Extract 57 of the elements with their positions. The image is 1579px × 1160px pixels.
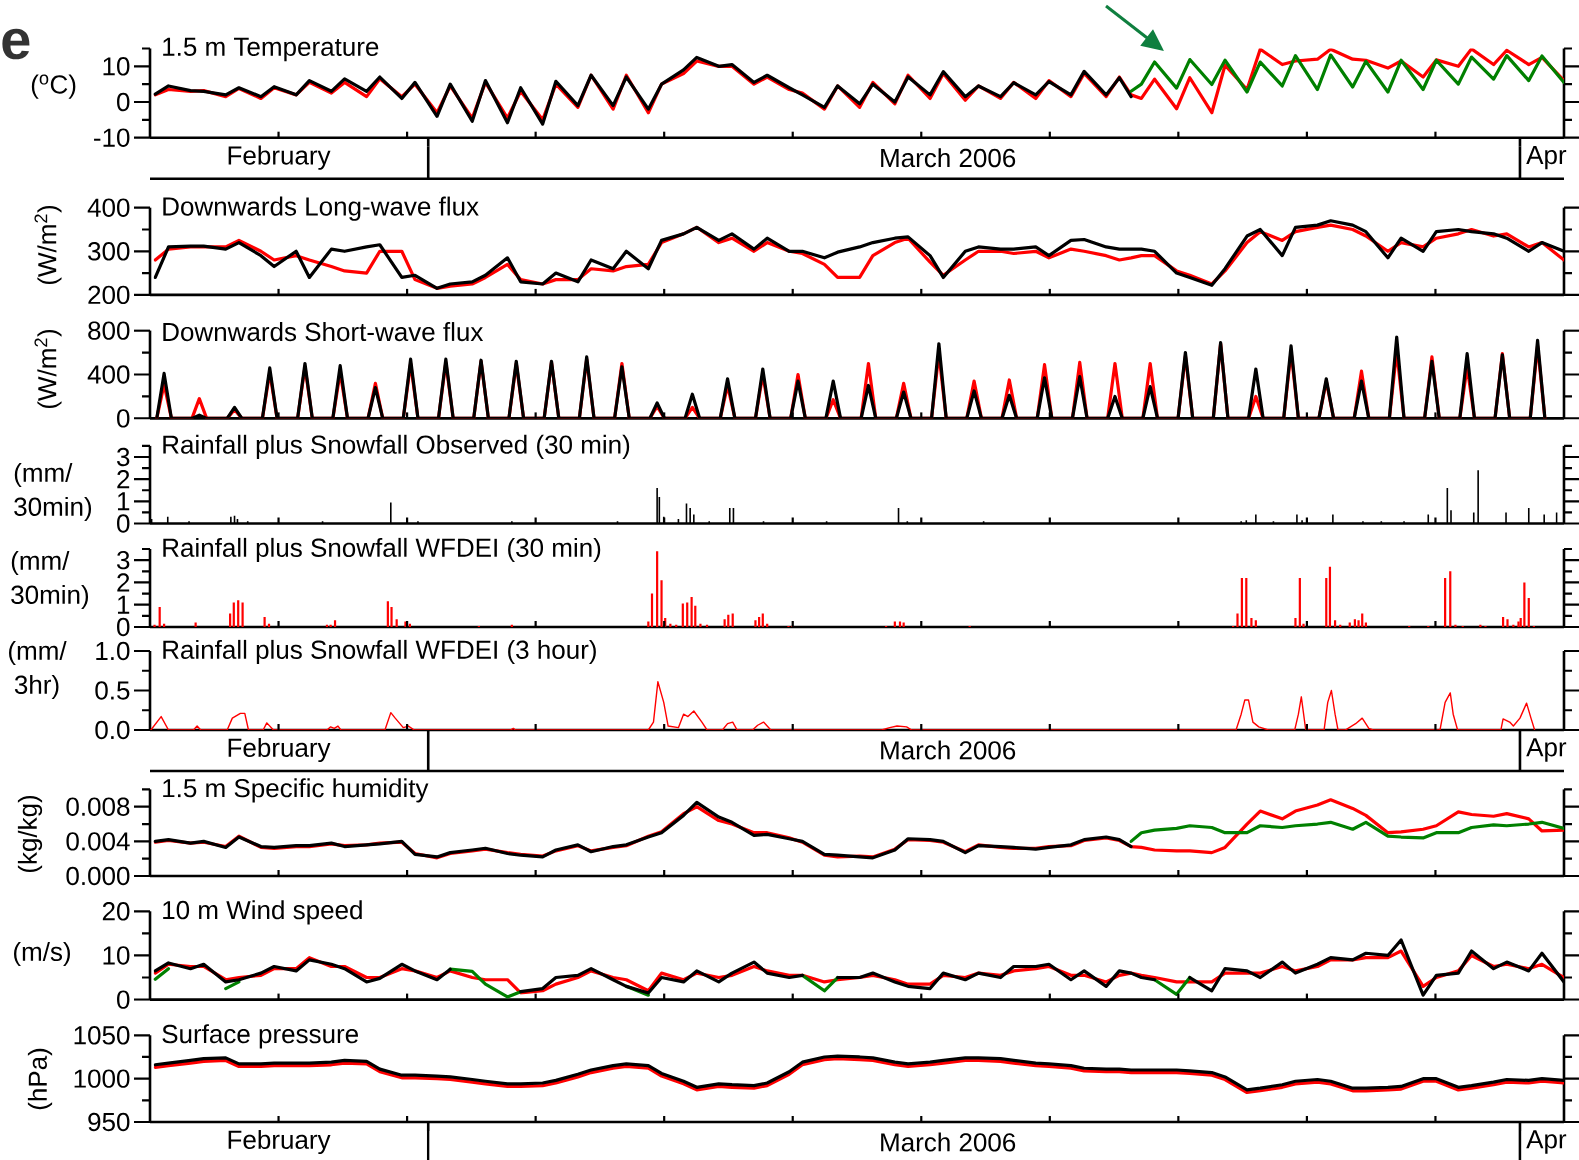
- y-tick-label: 0: [117, 617, 130, 637]
- x-tick-label: March 2006: [881, 148, 1016, 168]
- chart-title: 10 m Wind speed: [163, 900, 362, 925]
- x-tick-label: Apr: [1526, 146, 1567, 170]
- y-tick-label: 1: [117, 595, 130, 614]
- x-tick-label: Apr: [1526, 1130, 1567, 1154]
- y-tick-label: 0: [117, 92, 130, 112]
- y-tick-label: 1: [117, 492, 130, 511]
- x-tick-label: March 2006: [881, 740, 1016, 760]
- y-tick-label: 300: [88, 242, 130, 261]
- y-tick-label: 2: [117, 470, 130, 489]
- y-tick-label: 0: [117, 409, 130, 428]
- chart-title: Surface pressure: [162, 1024, 358, 1049]
- x-tick-label: February: [228, 145, 331, 170]
- y-tick-label: 1.0: [96, 641, 130, 661]
- y-tick-label: 10: [103, 57, 130, 76]
- y-tick-label: 950: [88, 1112, 130, 1132]
- y-tick-label: 0: [117, 514, 130, 533]
- y-axis-title: (m/s): [14, 941, 70, 967]
- y-tick-label: 400: [87, 198, 130, 217]
- chart-title: 1.5 m Specific humidity: [163, 778, 429, 803]
- chart-title: Downwards Short-wave flux: [163, 322, 484, 342]
- y-tick-label: 3: [117, 447, 130, 467]
- y-axis-title: (mm/ 3hr): [9, 640, 67, 700]
- y-tick-label: 800: [88, 321, 130, 340]
- chart-title: Rainfall plus Snowfall WFDEI (3 hour): [163, 639, 596, 665]
- x-tick-label: Apr: [1526, 738, 1567, 762]
- y-tick-label: 400: [87, 365, 130, 384]
- y-axis-title: (mm/ 30min): [11, 550, 89, 610]
- y-tick-label: 1050: [74, 1026, 130, 1045]
- y-tick-label: 0.0: [95, 720, 130, 740]
- y-tick-label: 1000: [74, 1069, 130, 1088]
- y-axis-title: ($^{o}$C): [31, 74, 76, 99]
- y-axis-title: (kg/kg): [17, 795, 43, 873]
- y-tick-label: 0: [117, 990, 130, 1009]
- x-tick-label: February: [228, 1129, 331, 1155]
- y-tick-label: 3: [117, 550, 130, 570]
- y-axis-title: (mm/ 30min): [14, 462, 92, 522]
- y-axis-title: (W/m$^{2}$): [34, 205, 62, 285]
- y-tick-label: 200: [88, 285, 130, 305]
- y-tick-label: -10: [94, 128, 130, 147]
- y-tick-label: 0.008: [66, 797, 130, 816]
- x-tick-label: February: [228, 737, 331, 763]
- y-tick-label: 0.5: [95, 681, 130, 700]
- y-axis-title: (hPa): [27, 1048, 53, 1110]
- text: e: [2, 28, 30, 60]
- y-tick-label: 0.000: [66, 866, 130, 886]
- chart-title: Rainfall plus Snowfall WFDEI (30 min): [163, 537, 601, 563]
- chart-title: 1.5 m Temperature: [163, 37, 379, 62]
- chart-title: Downwards Long-wave flux: [163, 196, 479, 221]
- y-axis-title: (W/m$^{2}$): [34, 329, 62, 409]
- x-tick-label: March 2006: [881, 1132, 1016, 1152]
- chart-title: Rainfall plus Snowfall Observed (30 min): [163, 434, 630, 460]
- y-tick-label: 2: [117, 573, 130, 592]
- y-tick-label: 0.004: [66, 832, 130, 851]
- y-tick-label: 20: [102, 902, 130, 921]
- y-tick-label: 10: [103, 946, 130, 965]
